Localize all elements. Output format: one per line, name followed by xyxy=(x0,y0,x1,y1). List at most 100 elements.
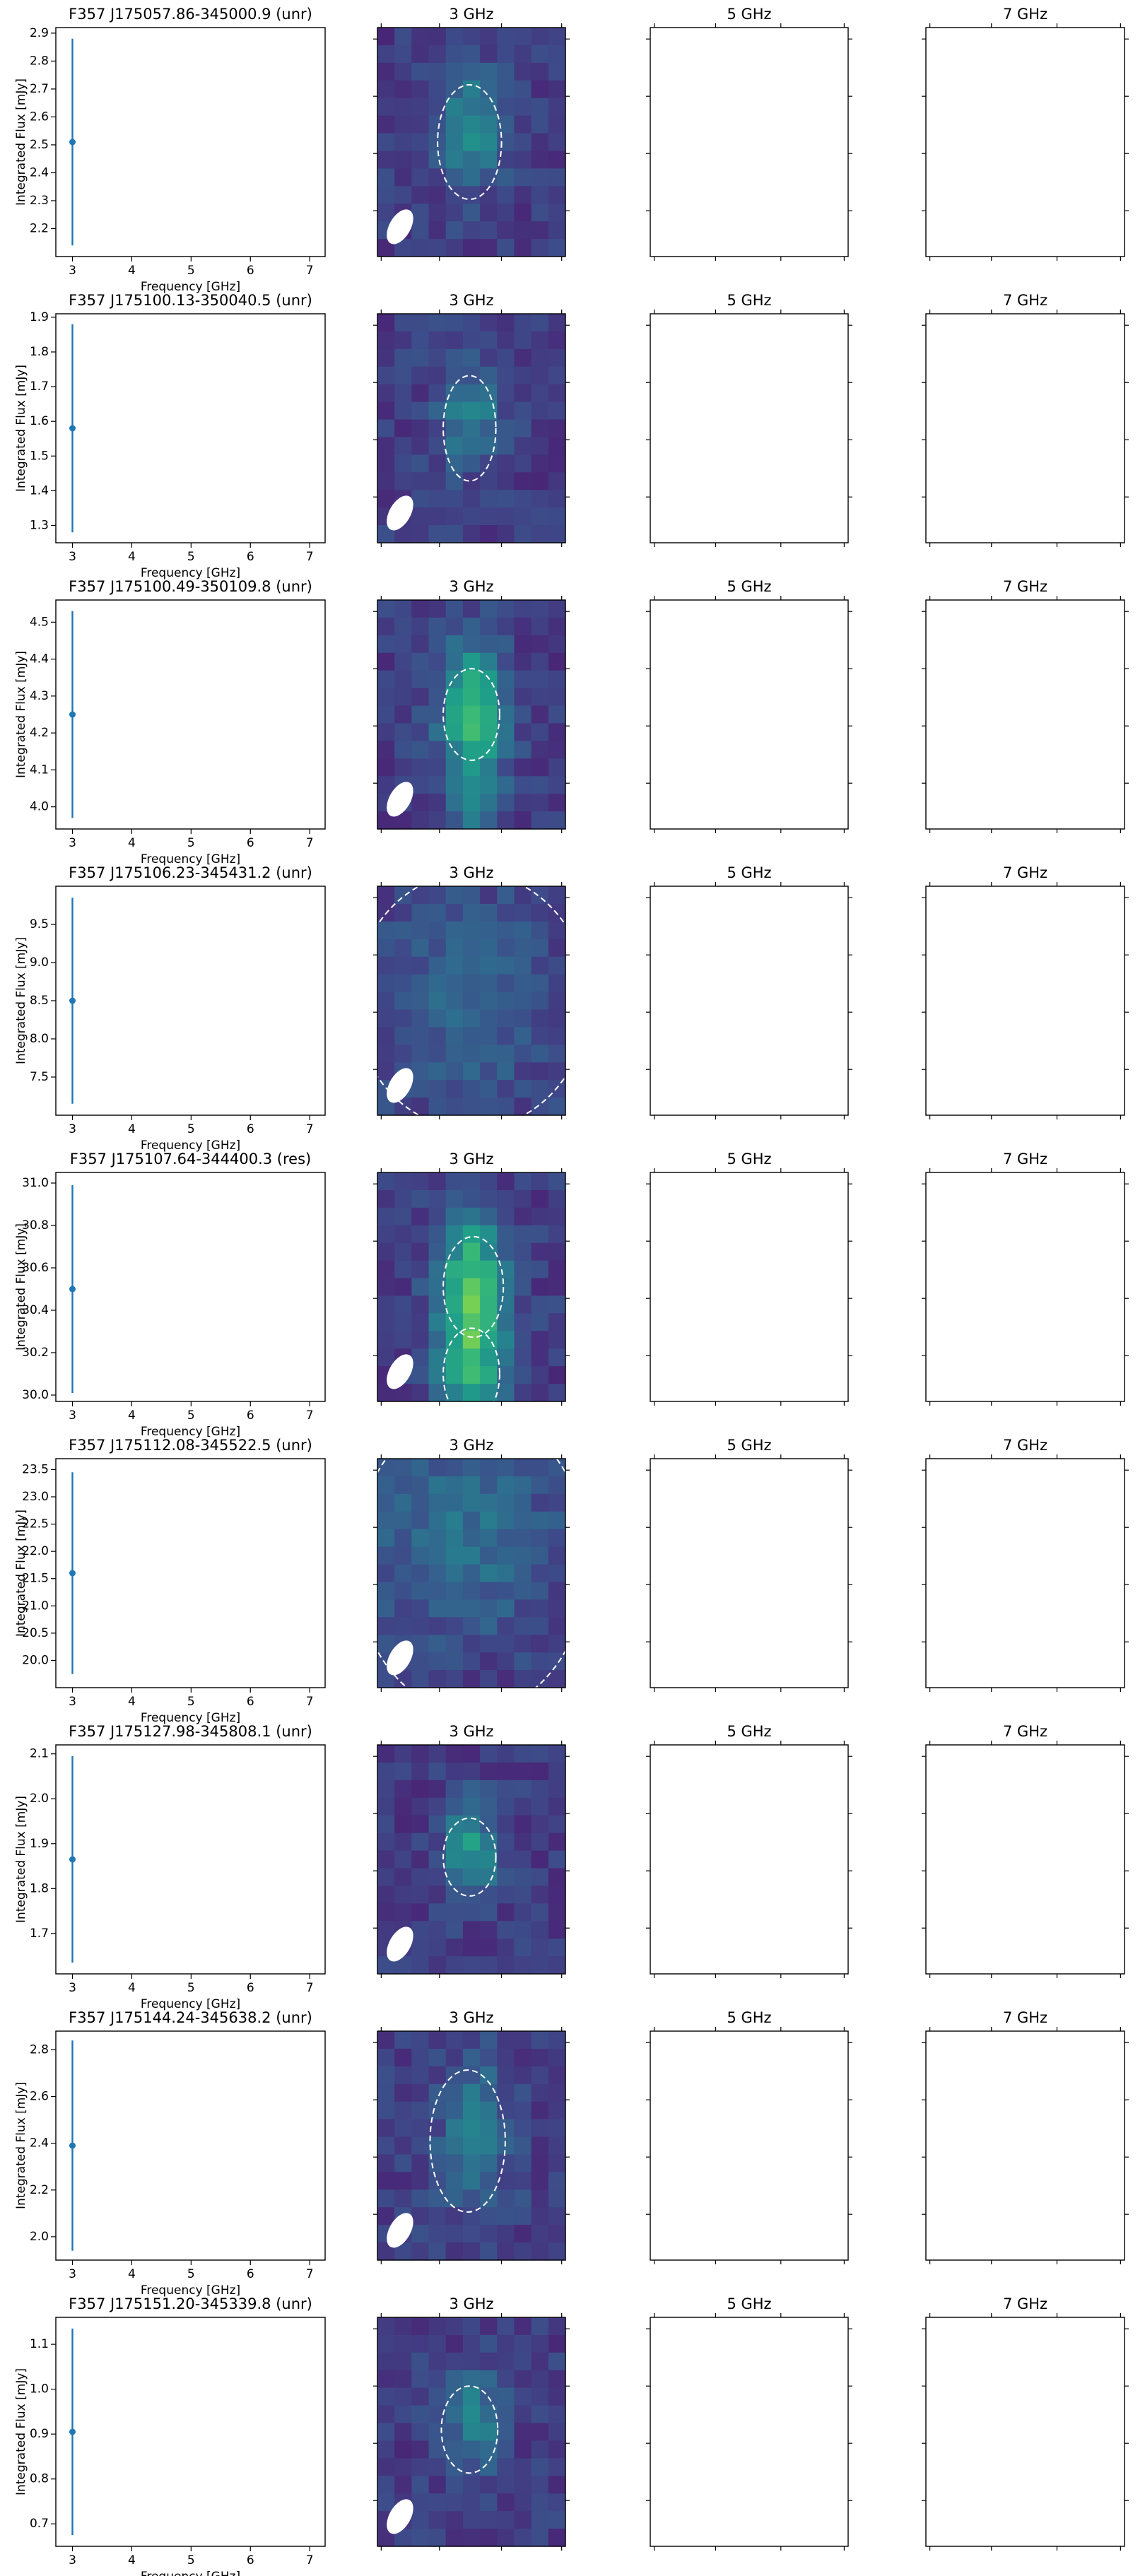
source-ellipse xyxy=(437,84,503,200)
heatmap-pixel xyxy=(548,2352,566,2371)
heatmap-pixel xyxy=(411,1295,430,1314)
heatmap-pixel xyxy=(480,1278,498,1297)
heatmap-pixel xyxy=(411,2154,430,2172)
heatmap-pixel xyxy=(531,314,549,332)
heatmap-pixel xyxy=(428,221,447,240)
heatmap-pixel xyxy=(514,384,532,403)
heatmap-pixel xyxy=(531,384,549,403)
heatmap-pixel xyxy=(531,1207,549,1226)
heatmap-pixel xyxy=(531,1652,549,1671)
heatmap-pixel xyxy=(497,2083,515,2102)
heatmap-pixel xyxy=(394,1780,412,1799)
heatmap-pixel xyxy=(394,670,412,689)
beam xyxy=(387,1927,413,1962)
heatmap-pixel xyxy=(497,2405,515,2424)
heatmap-pixel xyxy=(428,186,447,204)
heatmap-pixel xyxy=(462,314,481,332)
heatmap-pixel xyxy=(428,1582,447,1600)
heatmap-pixel xyxy=(514,652,532,671)
heatmap-pixel xyxy=(548,1207,566,1226)
heatmap-pixel xyxy=(428,2387,447,2406)
heatmap-pixel xyxy=(531,1868,549,1886)
heatmap-pixel xyxy=(548,1617,566,1635)
heatmap-pixel xyxy=(428,2101,447,2120)
heatmap-pixel xyxy=(394,723,412,741)
heatmap-pixel xyxy=(514,1348,532,1367)
heatmap-pixel xyxy=(445,1939,464,1957)
heatmap-pixel xyxy=(445,2031,464,2049)
heatmap-pixel xyxy=(428,1956,447,1975)
heatmap-pixel xyxy=(377,1295,395,1314)
heatmap-pixel xyxy=(531,80,549,99)
heatmap-pixel xyxy=(531,1670,549,1688)
heatmap-pixel xyxy=(445,2101,464,2120)
heatmap-pixel xyxy=(377,1564,395,1583)
heatmap-pixel xyxy=(428,1599,447,1618)
heatmap-pixel xyxy=(411,348,430,367)
heatmap-pixel xyxy=(497,1511,515,1530)
heatmap-pixel xyxy=(445,2172,464,2190)
heatmap-pixel xyxy=(411,794,430,812)
heatmap-pixel xyxy=(497,741,515,759)
y-tick-label: 4.4 xyxy=(30,652,49,666)
heatmap-pixel xyxy=(428,811,447,830)
heatmap-pixel xyxy=(497,2352,515,2371)
heatmap-pixel xyxy=(497,366,515,385)
heatmap-pixel xyxy=(531,2529,549,2547)
chart-title: F357 J175106.23-345431.2 (unr) xyxy=(69,864,312,881)
heatmap-pixel xyxy=(531,133,549,152)
heatmap-pixel xyxy=(497,974,515,993)
heatmap-pixel xyxy=(377,419,395,438)
heatmap-pixel xyxy=(428,1476,447,1495)
heatmap-pixel xyxy=(531,1459,549,1477)
heatmap-pixel xyxy=(462,1260,481,1279)
heatmap-pixel xyxy=(548,2119,566,2138)
heatmap-pixel xyxy=(548,1278,566,1297)
heatmap-pixel xyxy=(411,2031,430,2049)
heatmap-pixel xyxy=(377,314,395,332)
heatmap-pixel xyxy=(428,1797,447,1816)
panel xyxy=(646,1168,852,1406)
heatmap-pixel xyxy=(394,2405,412,2424)
heatmap-pixel xyxy=(462,2352,481,2371)
heatmap-pixel xyxy=(394,1295,412,1314)
heatmap-pixel xyxy=(531,1939,549,1957)
heatmap-pixel xyxy=(514,507,532,526)
heatmap-pixel xyxy=(445,1546,464,1565)
heatmap-pixel xyxy=(411,2370,430,2389)
chart-title: F357 J175144.24-345638.2 (unr) xyxy=(69,2009,312,2026)
heatmap-pixel xyxy=(428,1045,447,1063)
heatmap-pixel xyxy=(531,705,549,724)
heatmap-pixel xyxy=(514,1780,532,1799)
heatmap-pixel xyxy=(394,2101,412,2120)
heatmap-pixel xyxy=(428,670,447,689)
x-tick-label: 3 xyxy=(69,836,76,850)
heatmap-pixel xyxy=(497,2225,515,2243)
heatmap-pixel xyxy=(411,2207,430,2225)
y-axis-label: Integrated Flux [mJy] xyxy=(14,78,28,206)
heatmap-pixel xyxy=(428,2352,447,2371)
heatmap-pixel xyxy=(514,1956,532,1975)
heatmap-pixel xyxy=(531,2154,549,2172)
y-tick-label: 2.7 xyxy=(30,82,49,96)
heatmap-pixel xyxy=(497,2066,515,2085)
heatmap-pixel xyxy=(514,1459,532,1477)
heatmap-pixel xyxy=(445,939,464,958)
heatmap-pixel xyxy=(411,314,430,332)
heatmap-pixel xyxy=(548,2083,566,2102)
heatmap-pixel xyxy=(462,2387,481,2406)
heatmap-pixel xyxy=(548,1225,566,1244)
heatmap-pixel xyxy=(428,1564,447,1583)
heatmap-pixel xyxy=(462,1670,481,1688)
heatmap-pixel xyxy=(377,1599,395,1618)
heatmap-pixel xyxy=(377,992,395,1011)
panel-title: 3 GHz xyxy=(449,578,493,595)
heatmap-pixel xyxy=(497,2476,515,2494)
heatmap-pixel xyxy=(411,2101,430,2120)
heatmap-pixel xyxy=(514,2225,532,2243)
heatmap-pixel xyxy=(462,2334,481,2353)
heatmap-pixel xyxy=(480,1493,498,1512)
heatmap-pixel xyxy=(548,1939,566,1957)
heatmap-pixel xyxy=(394,1564,412,1583)
heatmap-pixel xyxy=(480,1762,498,1781)
